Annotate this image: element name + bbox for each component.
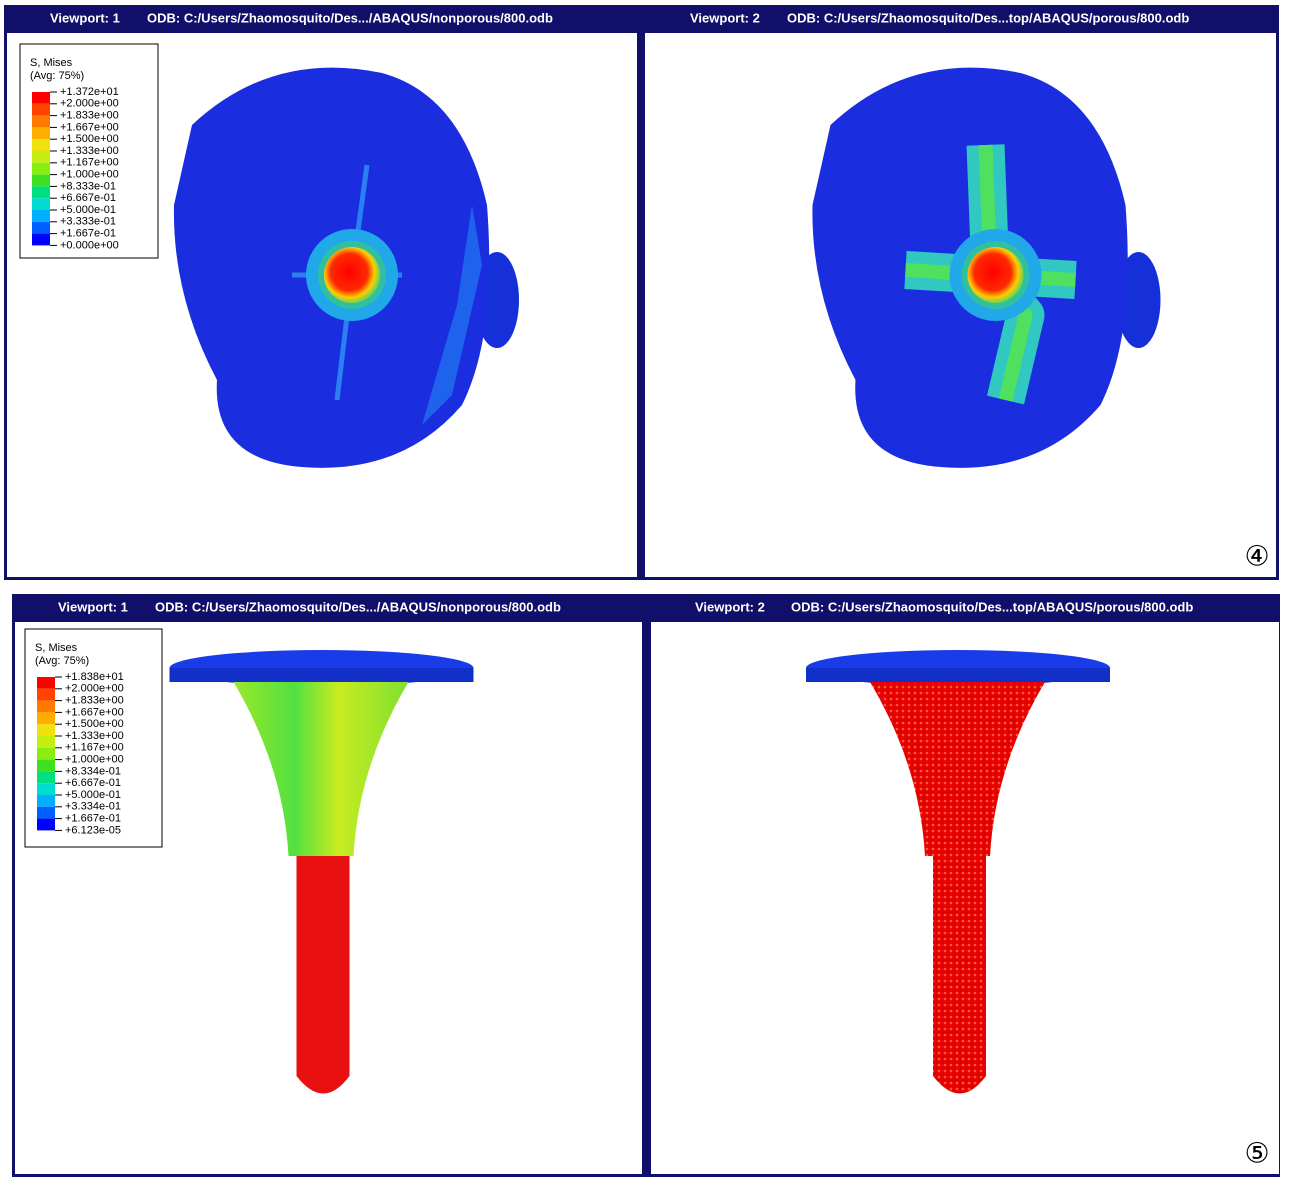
legend-entry: +1.500e+00 [65,718,124,730]
odb-path: ODB: C:/Users/Zhaomosquito/Des...top/ABA… [791,599,1193,614]
legend-entry: +2.000e+00 [65,683,124,695]
stem [296,856,350,1094]
legend-entry: +3.334e-01 [65,801,121,813]
legend-entry: +1.333e+00 [60,145,119,157]
stem [933,856,986,1094]
legend-swatch [32,115,50,128]
legend-swatch [32,92,50,104]
odb-path: ODB: C:/Users/Zhaomosquito/Des.../ABAQUS… [155,599,561,614]
legend-entry: +1.000e+00 [65,754,124,766]
legend-entry: +1.667e+00 [65,706,124,718]
legend-entry: +8.334e-01 [65,765,121,777]
legend-entry: +1.833e+00 [60,110,119,122]
legend-swatch [32,210,50,222]
legend-swatch [37,795,55,807]
legend-entry: +1.838e+01 [65,671,124,683]
legend-entry: +1.167e+00 [60,157,119,169]
legend-entry: +1.667e-01 [65,813,121,825]
legend-entry: +1.000e+00 [60,169,119,181]
panel-label: ④ [1244,540,1269,573]
head-hotspot [967,247,1024,303]
viewport-title: Viewport: 2 [695,599,765,614]
legend-entry: +1.500e+00 [60,133,119,145]
head-hotspot [324,247,380,303]
legend-swatch [37,771,55,784]
legend-entry: +1.372e+01 [60,86,119,98]
legend-title: S, Mises [35,642,78,654]
odb-path: ODB: C:/Users/Zhaomosquito/Des...top/ABA… [787,10,1189,25]
legend-swatch [32,151,50,163]
legend-entry: +5.000e-01 [60,204,116,216]
legend-subtitle: (Avg: 75%) [35,655,89,667]
legend-swatch [37,759,55,772]
legend-swatch [37,677,55,689]
odb-path: ODB: C:/Users/Zhaomosquito/Des.../ABAQUS… [147,10,553,25]
legend-swatch [37,712,55,725]
legend-entry: +2.000e+00 [60,98,119,110]
legend-swatch [32,198,50,210]
legend-swatch [37,688,55,701]
flange-rim [169,668,474,682]
legend-entry: +6.667e-01 [65,777,121,789]
legend-subtitle: (Avg: 75%) [30,70,84,82]
cone [870,682,1045,856]
legend-swatch [37,747,55,760]
legend-swatch [37,700,55,713]
viewport-title: Viewport: 2 [690,10,760,25]
legend-swatch [32,186,50,199]
legend-swatch [37,818,55,831]
legend-entry: +1.667e+00 [60,121,119,133]
legend-entry: +3.333e-01 [60,216,116,228]
legend-swatch [32,233,50,246]
legend-swatch [37,806,55,819]
legend-entry: +1.833e+00 [65,695,124,707]
viewport-title: Viewport: 1 [50,10,120,25]
legend-swatch [32,139,50,151]
legend-swatch [32,103,50,116]
legend-swatch [32,174,50,187]
legend-swatch [32,127,50,140]
legend-entry: +6.123e-05 [65,824,121,836]
legend-entry: +6.667e-01 [60,192,116,204]
legend-entry: +5.000e-01 [65,789,121,801]
model-lobe [1116,252,1161,348]
legend-entry: +0.000e+00 [60,239,119,251]
panel-label: ⑤ [1244,1137,1269,1170]
flange-rim [806,668,1110,682]
legend-swatch [32,162,50,175]
cone [233,682,409,856]
legend-title: S, Mises [30,57,73,69]
legend-entry: +1.333e+00 [65,730,124,742]
side-band [422,205,482,425]
legend-swatch [32,221,50,234]
legend-entry: +1.167e+00 [65,742,124,754]
legend-swatch [37,736,55,748]
legend-entry: +1.667e-01 [60,228,116,240]
legend-swatch [37,783,55,795]
legend-swatch [37,724,55,736]
viewport-title: Viewport: 1 [58,599,128,614]
legend-entry: +8.333e-01 [60,180,116,192]
